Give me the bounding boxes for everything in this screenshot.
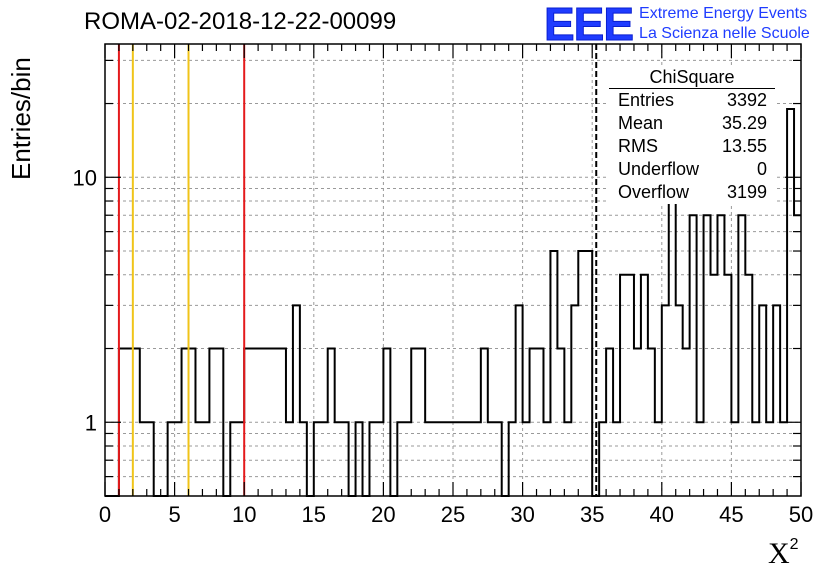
stats-label: Underflow	[618, 159, 700, 179]
stats-label: RMS	[618, 136, 658, 156]
x-tick-label: 20	[371, 502, 395, 527]
y-tick-label: 1	[85, 410, 97, 435]
stats-value: 3199	[726, 182, 767, 202]
stats-value: 13.55	[721, 136, 767, 156]
y-axis-label: Entries/bin	[6, 57, 36, 180]
stats-row-underflow: Underflow 0	[609, 158, 775, 181]
x-axis-label: X2	[768, 536, 799, 570]
eee-logo-mark: EEE	[543, 0, 634, 50]
x-tick-label: 5	[168, 502, 180, 527]
x-tick-label: 40	[650, 502, 674, 527]
stats-value: 3392	[726, 90, 767, 110]
stats-row-entries: Entries 3392	[609, 89, 775, 112]
stats-box: ChiSquare Entries 3392 Mean 35.29 RMS 13…	[609, 66, 775, 204]
eee-logo: EEE Extreme Energy Events La Scienza nel…	[543, 0, 810, 50]
x-tick-label: 10	[232, 502, 256, 527]
histogram-steps	[105, 107, 801, 497]
stats-label: Overflow	[618, 182, 690, 202]
stats-row-overflow: Overflow 3199	[609, 181, 775, 204]
logo-line-1: Extreme Energy Events	[639, 5, 808, 22]
stats-value: 35.29	[721, 113, 767, 133]
x-tick-label: 30	[510, 502, 534, 527]
x-tick-label: 45	[719, 502, 743, 527]
logo-line-2: La Scienza nelle Scuole	[639, 25, 810, 42]
stats-title: ChiSquare	[609, 66, 775, 89]
x-tick-label: 35	[580, 502, 604, 527]
x-tick-label: 0	[99, 502, 111, 527]
stats-label: Entries	[618, 90, 675, 110]
x-tick-label: 25	[441, 502, 465, 527]
eee-logo-text: Extreme Energy Events La Scienza nelle S…	[639, 4, 810, 44]
stats-row-rms: RMS 13.55	[609, 135, 775, 158]
stats-row-mean: Mean 35.29	[609, 112, 775, 135]
stats-value: 0	[756, 159, 767, 179]
x-tick-label: 15	[302, 502, 326, 527]
x-tick-label: 50	[789, 502, 813, 527]
stats-label: Mean	[618, 113, 664, 133]
chart-title: ROMA-02-2018-12-22-00099	[84, 8, 397, 35]
y-tick-label: 10	[73, 165, 97, 190]
